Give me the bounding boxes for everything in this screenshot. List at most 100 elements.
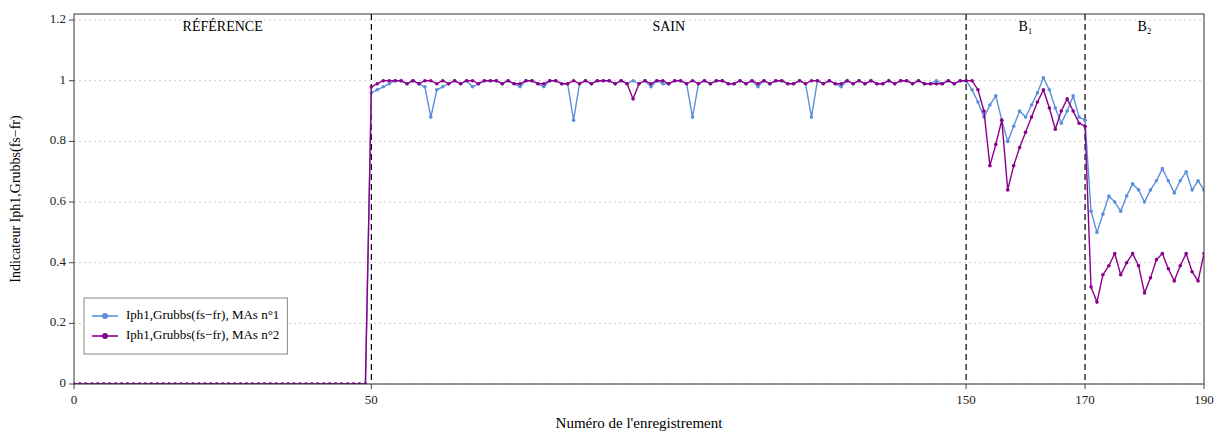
series-point [804,82,808,86]
series-point [905,79,909,83]
series-point [625,82,629,86]
series-point [804,82,808,86]
legend-marker [102,333,108,339]
y-tick [69,323,74,324]
series-point [370,85,374,89]
series-point [500,82,504,86]
series-point [405,82,409,86]
series-point [471,79,475,83]
series-point [1113,200,1117,204]
series-point [1036,100,1040,104]
series-point [607,79,611,83]
series-point [494,79,498,83]
series-point [1155,258,1159,262]
series-point [774,79,778,83]
series-point [1095,231,1099,235]
series-point [667,82,671,86]
x-tick [74,384,75,389]
vlines [371,14,1085,384]
y-tick [69,202,74,203]
x-axis-label: Numéro de l'enregistrement [556,415,724,431]
series-point [899,79,903,83]
x-tick [1085,384,1086,389]
series-point [715,79,719,83]
series-point [572,79,576,83]
series-point [1042,88,1046,92]
series-point [982,109,986,113]
series-point [441,85,445,89]
series-point [822,82,826,86]
series-point [1048,106,1052,110]
y-tick-label: 0.8 [50,132,66,147]
grid-line [74,202,1204,203]
series-point [1018,109,1022,113]
series-point [1178,264,1182,268]
series-point [917,79,921,83]
series-point [798,79,802,83]
series-point [857,79,861,83]
series-point [946,79,950,83]
series-point [792,82,796,86]
series-point [976,88,980,92]
series-point [405,82,409,86]
series-point [1030,103,1034,107]
series-point [673,79,677,83]
series-line [74,81,1204,384]
series-point [1077,121,1081,125]
series-point [697,82,701,86]
series-point [1077,115,1081,119]
series-point [988,164,992,168]
y-tick [69,262,74,263]
series-point [613,82,617,86]
series-point [845,79,849,83]
series-point [435,88,439,92]
series-point [590,82,594,86]
grid [74,20,1204,384]
series-point [607,79,611,83]
series-point [1161,167,1165,171]
series-point [441,79,445,83]
series-point [1113,252,1117,256]
series-point [893,82,897,86]
series-point [994,94,998,98]
series-point [816,79,820,83]
y-tick [69,141,74,142]
series-point [637,82,641,86]
series-point [738,79,742,83]
chart: 00.20.40.60.811.2050150170190RÉFÉRENCESA… [0,0,1222,438]
series-point [774,79,778,83]
series-point [685,82,689,86]
series-point [750,79,754,83]
series-point [1065,97,1069,101]
series-point [899,79,903,83]
x-tick-label: 50 [365,392,378,407]
series-point [893,82,897,86]
series-point [471,85,475,89]
series-point [411,79,415,83]
legend: Iph1,Grubbs(fs−fr), MAs n°1Iph1,Grubbs(f… [84,298,287,354]
series-point [1161,252,1165,256]
series-point [786,82,790,86]
series-point [911,82,915,86]
series-point [863,82,867,86]
series-point [542,82,546,86]
x-tick [371,384,372,389]
series-point [447,82,451,86]
series-point [905,79,909,83]
series-point [875,82,879,86]
series-point [923,82,927,86]
series-point [429,79,433,83]
series-point [715,79,719,83]
data [74,76,1204,384]
series-point [1095,300,1099,304]
series-point [489,79,493,83]
series-point [726,82,730,86]
series-point [976,100,980,104]
series-point [863,82,867,86]
series-point [667,82,671,86]
series-point [649,82,653,86]
series-point [703,79,707,83]
series-point [381,85,385,89]
series-point [881,82,885,86]
series-point [887,79,891,83]
